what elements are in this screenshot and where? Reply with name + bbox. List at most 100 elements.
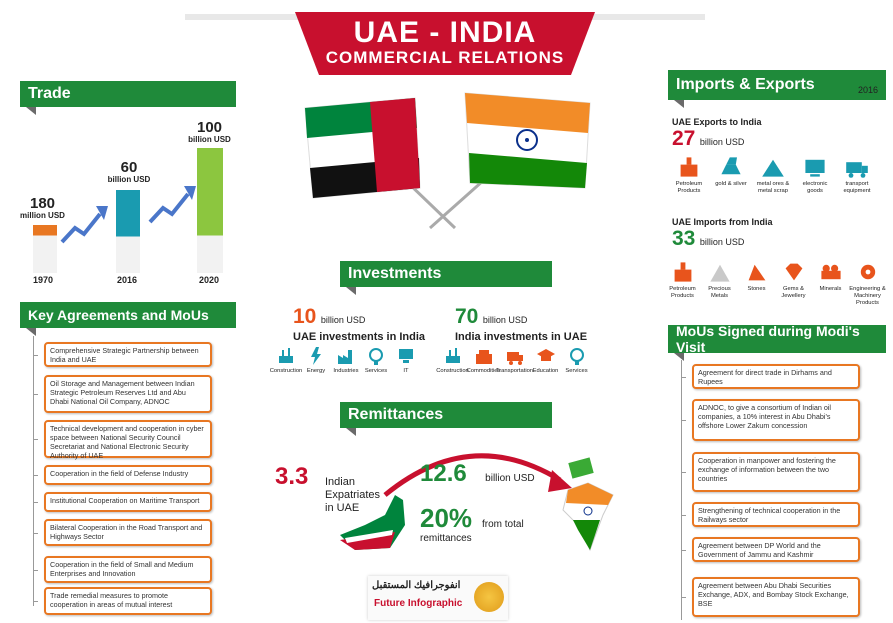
category-label: Precious Metals bbox=[708, 286, 731, 299]
trade-bar-label-2: 60 billion USD bbox=[107, 159, 151, 184]
category-label: Petroleum Products bbox=[675, 181, 703, 194]
agreements-heading: Key Agreements and MoUs bbox=[20, 302, 236, 328]
industries-icon bbox=[338, 350, 352, 364]
construction-icon bbox=[445, 348, 460, 363]
agreement-item: Institutional Cooperation on Maritime Tr… bbox=[44, 492, 212, 512]
remittances-heading: Remittances bbox=[340, 402, 552, 428]
services-category: Services bbox=[561, 346, 592, 375]
uae-investment-unit: billion USD bbox=[320, 315, 366, 325]
precious-metals-icon bbox=[709, 264, 730, 282]
stones-icon bbox=[748, 264, 765, 281]
category-label: Construction bbox=[436, 368, 469, 374]
gems-category: Gems & Jewellery bbox=[775, 260, 812, 307]
imports-value: 33 bbox=[672, 227, 696, 250]
metal-icon bbox=[762, 159, 784, 177]
category-label: transport equipment bbox=[843, 181, 871, 194]
trend-arrow-icon-2 bbox=[148, 186, 196, 224]
remittance-amount-value: 12.6 bbox=[420, 460, 467, 487]
energy-category: Energy bbox=[302, 346, 330, 375]
imports-figure: 33 billion USD bbox=[672, 227, 744, 251]
exports-unit: billion USD bbox=[699, 137, 745, 147]
timeline-tick bbox=[33, 532, 38, 534]
commodities-category: Commodities bbox=[466, 346, 501, 375]
mous-visit-heading: MoUs Signed during Modi's Visit bbox=[668, 323, 886, 355]
petroleum-icon bbox=[674, 262, 691, 282]
category-label: Stones bbox=[747, 286, 766, 292]
india-investment-label: India investments in UAE bbox=[455, 331, 588, 343]
category-label: Industries bbox=[333, 368, 359, 374]
logo-arabic-text: انفوجرافيك المستقبل bbox=[372, 580, 461, 591]
exports-value: 27 bbox=[672, 127, 696, 150]
category-label: Energy bbox=[306, 368, 326, 374]
agreement-item: ADNOC, to give a consortium of Indian oi… bbox=[692, 399, 860, 441]
agreement-item: Cooperation in the field of Defense Indu… bbox=[44, 465, 212, 485]
imports-label: UAE Imports from India bbox=[672, 217, 773, 227]
education-icon bbox=[536, 349, 555, 361]
minerals-category: Minerals bbox=[812, 260, 849, 307]
uae-investment-value: 10 bbox=[293, 305, 317, 328]
category-label: Petroleum Products bbox=[669, 286, 696, 299]
agreements-timeline bbox=[33, 336, 34, 606]
logo-text-infographic: Infographic bbox=[407, 598, 463, 609]
timeline-tick bbox=[33, 354, 38, 356]
imports-unit: billion USD bbox=[699, 237, 745, 247]
energy-icon bbox=[311, 347, 321, 365]
stones-category: Stones bbox=[738, 260, 775, 307]
petroleum-category: Petroleum Products bbox=[668, 155, 710, 195]
services-category: Services bbox=[362, 346, 390, 375]
category-label: Education bbox=[532, 368, 559, 374]
remittance-share-label: from total remittances bbox=[420, 519, 524, 544]
agreement-item: Cooperation in manpower and fostering th… bbox=[692, 452, 860, 492]
crossed-flags-illustration bbox=[304, 92, 591, 230]
minerals-icon bbox=[820, 264, 841, 280]
agreement-item: Comprehensive Strategic Partnership betw… bbox=[44, 342, 212, 367]
india-map-icon bbox=[562, 457, 614, 552]
agreement-item: Agreement for direct trade in Dirhams an… bbox=[692, 364, 860, 389]
agreement-item: Oil Storage and Management between India… bbox=[44, 375, 212, 413]
remittance-arc-arrow bbox=[383, 453, 572, 497]
industries-category: Industries bbox=[332, 346, 360, 375]
timeline-tick bbox=[681, 514, 686, 516]
electronics-category: electronic goods bbox=[794, 155, 836, 195]
trade-year-2016: 2016 bbox=[117, 275, 138, 285]
title-banner: UAE - INDIA COMMERCIAL RELATIONS bbox=[295, 12, 595, 75]
india-flag-icon bbox=[464, 92, 591, 189]
trade-bar-label-1: 180 million USD bbox=[20, 195, 65, 220]
construction-category: Construction bbox=[436, 346, 469, 375]
transport-icon bbox=[846, 162, 868, 178]
india-investment-unit: billion USD bbox=[482, 315, 528, 325]
agreement-item: Trade remedial measures to promote coope… bbox=[44, 587, 212, 615]
commodities-icon bbox=[475, 350, 492, 364]
services-icon bbox=[569, 348, 584, 365]
uae-investment-figure: 10 billion USD bbox=[293, 305, 365, 329]
logo-text-future: Future bbox=[374, 598, 408, 609]
investments-heading-label: Investments bbox=[348, 265, 442, 282]
uae-investment-sectors: Construction Energy Industries Services IT bbox=[269, 346, 420, 375]
expat-value: 3.3 bbox=[275, 463, 309, 490]
timeline-tick bbox=[33, 502, 38, 503]
gems-icon bbox=[785, 263, 802, 281]
imports-exports-heading-label: Imports & Exports bbox=[676, 76, 815, 93]
remittance-share: 20% bbox=[420, 503, 472, 534]
agreements-heading-label: Key Agreements and MoUs bbox=[28, 307, 209, 323]
category-label: Construction bbox=[269, 368, 303, 374]
remittance-amount-unit: billion USD bbox=[485, 473, 535, 484]
trend-arrow-icon bbox=[60, 206, 108, 244]
india-investment-figure: 70 billion USD bbox=[455, 305, 527, 329]
category-label: Commodities bbox=[466, 368, 501, 374]
construction-icon bbox=[279, 348, 293, 363]
machinery-icon bbox=[860, 264, 875, 280]
exports-categories: Petroleum Products gold & silver metal ore… bbox=[668, 155, 878, 195]
logo: انفوجرافيك المستقبل Future Infographic bbox=[368, 576, 508, 620]
expat-label-box: Indian Expatriates in UAE bbox=[275, 476, 380, 515]
services-icon bbox=[369, 348, 383, 365]
transportation-icon bbox=[506, 352, 523, 365]
timeline-tick bbox=[681, 549, 686, 551]
category-label: Services bbox=[565, 368, 588, 374]
page-subtitle: COMMERCIAL RELATIONS bbox=[325, 48, 565, 67]
category-label: metal ores & metal scrap bbox=[756, 181, 790, 194]
agreement-item: Strengthening of technical cooperation i… bbox=[692, 502, 860, 527]
timeline-tick bbox=[681, 376, 686, 378]
india-investment-value: 70 bbox=[455, 305, 479, 328]
trade-year-2020: 2020 bbox=[199, 275, 220, 285]
